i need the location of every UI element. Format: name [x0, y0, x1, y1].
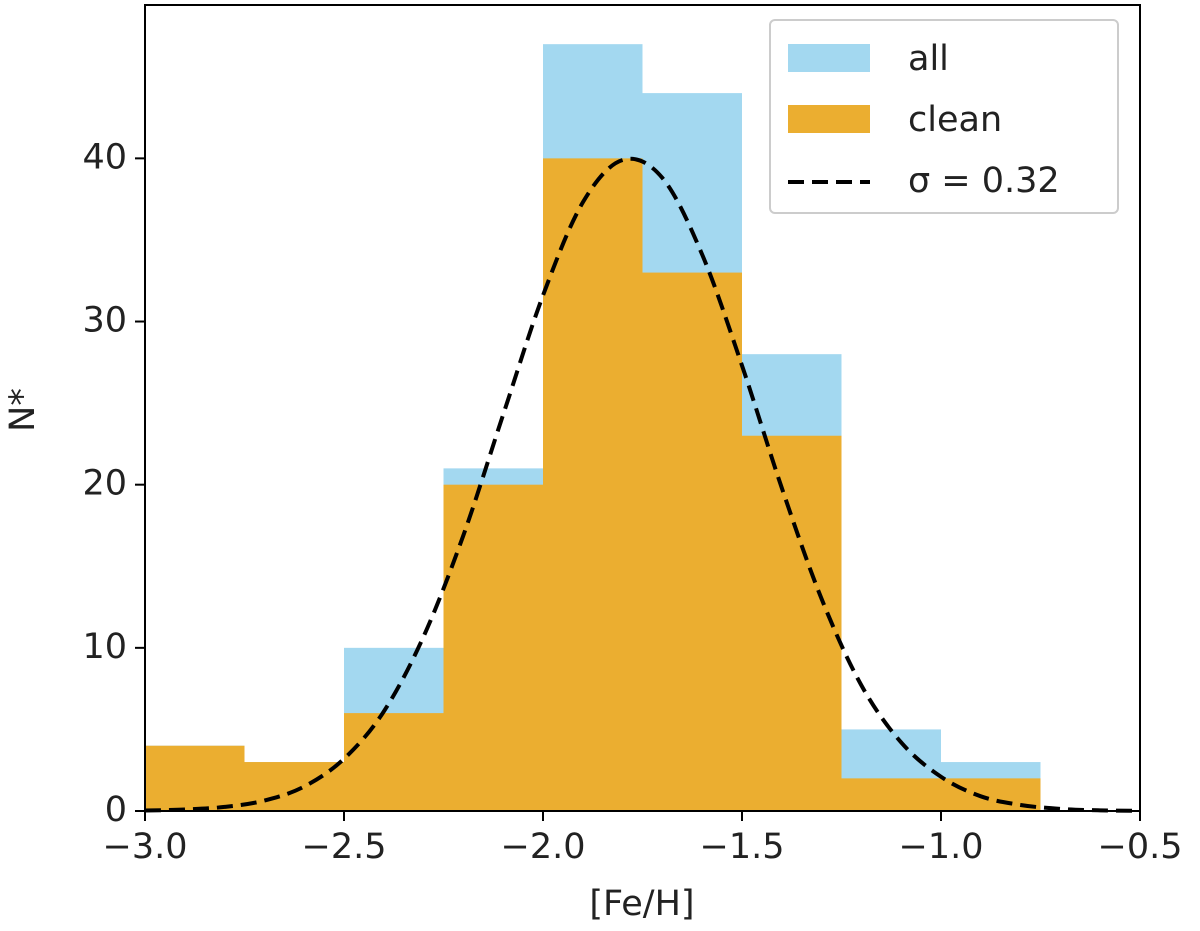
x-tick-label: −2.5 — [302, 827, 387, 867]
legend-label: clean — [908, 100, 1002, 140]
bar — [244, 762, 344, 811]
y-tick-label: 10 — [82, 627, 127, 667]
bar — [443, 484, 543, 811]
legend-patch — [788, 44, 870, 72]
fit-curve — [144, 156, 1141, 813]
y-tick-label: 40 — [82, 137, 127, 177]
legend-label: all — [908, 39, 949, 79]
legend-label: σ = 0.32 — [908, 161, 1060, 201]
axes-frame — [144, 4, 1141, 812]
bar — [742, 435, 842, 811]
y-tick-label: 20 — [82, 464, 127, 504]
x-tick-label: −0.5 — [1098, 827, 1183, 867]
x-tick-label: −1.0 — [899, 827, 984, 867]
bar — [145, 745, 245, 811]
bar — [642, 272, 742, 811]
y-tick-label: 30 — [82, 301, 127, 341]
bar — [344, 713, 444, 811]
x-axis-label: [Fe/H] — [589, 884, 694, 924]
legend-patch — [788, 105, 870, 133]
bar — [841, 778, 941, 811]
y-axis-label: N* — [3, 388, 43, 432]
x-tick-label: −1.5 — [700, 827, 785, 867]
y-tick-label: 0 — [105, 790, 127, 830]
x-tick-label: −3.0 — [103, 827, 188, 867]
bar — [543, 158, 643, 812]
x-tick-label: −2.0 — [501, 827, 586, 867]
